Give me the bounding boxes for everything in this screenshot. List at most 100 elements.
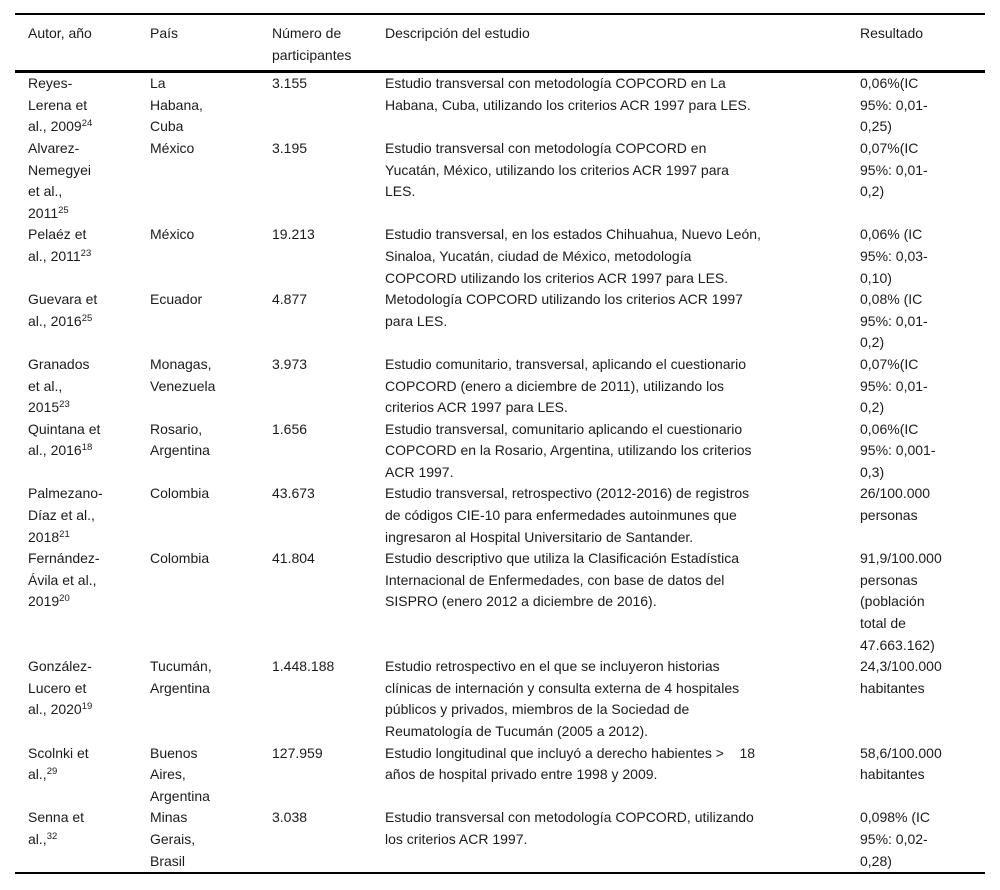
participants-cell: 3.038 [272, 807, 385, 873]
reference-superscript: 21 [59, 528, 70, 540]
author-cell: Quintana et al., 201618 [15, 419, 150, 484]
result-cell: 0,06%(IC 95%: 0,01- 0,25) [860, 72, 985, 138]
column-header-label: País [150, 25, 179, 41]
author-text: Alvarez- Nemegyei et al., 2011 [28, 139, 92, 221]
participants-cell: 41.804 [272, 548, 385, 656]
country-text: Buenos Aires, Argentina [150, 744, 210, 804]
column-header-autor-ano: Autor, año [15, 14, 150, 74]
participants-text: 3.155 [272, 75, 308, 92]
participants-text: 3.195 [272, 139, 308, 156]
result-cell: 0,098% (IC 95%: 0,02- 0,28) [860, 807, 985, 873]
result-cell: 91,9/100.000 personas (población total d… [860, 548, 985, 656]
country-text: México [150, 139, 195, 156]
author-text: Scolnki et al., [28, 744, 89, 783]
participants-text: 3.973 [272, 355, 308, 372]
country-cell: Tucumán, Argentina [150, 656, 272, 742]
author-text: Quintana et al., 2016 [28, 420, 101, 459]
result-cell: 0,06%(IC 95%: 0,001- 0,3) [860, 419, 985, 484]
participants-cell: 1.448.188 [272, 656, 385, 742]
result-text: 0,07%(IC 95%: 0,01- 0,2) [860, 355, 928, 416]
participants-text: 41.804 [272, 550, 315, 567]
table-row: González- Lucero et al., 202019 Tucumán, … [15, 656, 985, 742]
reference-superscript: 25 [81, 312, 93, 324]
result-text: 91,9/100.000 personas (población total d… [860, 550, 942, 653]
participants-cell: 127.959 [272, 743, 385, 808]
author-cell: Pelaéz et al., 201123 [15, 224, 150, 289]
author-cell: Fernández- Ávila et al., 201920 [15, 548, 150, 656]
author-text: González- Lucero et al., 2020 [28, 658, 92, 718]
reference-superscript: 25 [58, 204, 69, 216]
country-text: Colombia [150, 485, 210, 502]
result-cell: 0,07%(IC 95%: 0,01- 0,2) [860, 354, 985, 419]
reference-superscript: 20 [59, 593, 70, 605]
description-text: Estudio transversal con metodología COPC… [385, 75, 751, 113]
author-cell: Scolnki et al.,29 [15, 743, 150, 808]
participants-text: 1.656 [272, 420, 308, 437]
table-row: Reyes- Lerena et al., 200924 La Habana, C… [15, 72, 985, 138]
result-cell: 58,6/100.000 habitantes [860, 743, 985, 808]
column-header-pais: País [150, 14, 272, 74]
description-cell: Estudio retrospectivo en el que se inclu… [385, 656, 860, 742]
column-header-descripcion: Descripción del estudio [385, 14, 860, 74]
description-text: Estudio transversal, en los estados Chih… [385, 226, 761, 286]
table-row: Palmezano- Díaz et al., 201821 Colombia 43… [15, 483, 985, 548]
description-text: Metodología COPCORD utilizando los crite… [385, 291, 743, 329]
reference-superscript: 23 [59, 399, 70, 411]
author-text: Senna et al., [28, 809, 85, 847]
result-cell: 0,07%(IC 95%: 0,01- 0,2) [860, 138, 985, 224]
description-text: Estudio transversal con metodología COPC… [385, 139, 729, 200]
table-row: Senna et al.,32 Minas Gerais, Brasil 3.038… [15, 807, 985, 873]
studies-table: Autor, año País Número de participantes … [15, 13, 985, 875]
participants-cell: 4.877 [272, 289, 385, 354]
table-row: Alvarez- Nemegyei et al., 201125 México 3.… [15, 138, 985, 224]
country-text: Minas Gerais, Brasil [150, 809, 196, 869]
author-cell: Reyes- Lerena et al., 200924 [15, 72, 150, 138]
result-text: 58,6/100.000 habitantes [860, 744, 942, 783]
description-cell: Estudio descriptivo que utiliza la Clasi… [385, 548, 860, 656]
country-text: Colombia [150, 550, 210, 567]
column-header-label: Número de participantes [272, 25, 352, 63]
description-text: Estudio longitudinal que incluyó a derec… [385, 744, 756, 783]
country-cell: México [150, 138, 272, 224]
country-text: México [150, 226, 195, 243]
description-cell: Estudio transversal, comunitario aplican… [385, 419, 860, 484]
description-cell: Metodología COPCORD utilizando los crite… [385, 289, 860, 354]
reference-superscript: 19 [81, 701, 93, 713]
country-text: Rosario, Argentina [150, 420, 210, 459]
country-cell: México [150, 224, 272, 289]
result-text: 0,06%(IC 95%: 0,001- 0,3) [860, 420, 936, 480]
author-cell: González- Lucero et al., 202019 [15, 656, 150, 742]
country-cell: Colombia [150, 483, 272, 548]
description-cell: Estudio transversal, en los estados Chih… [385, 224, 860, 289]
author-text: Granados et al., 2015 [28, 355, 90, 416]
column-header-numero-participantes: Número de participantes [272, 14, 385, 74]
author-cell: Senna et al.,32 [15, 807, 150, 873]
country-text: Ecuador [150, 291, 203, 308]
column-header-label: Descripción del estudio [385, 25, 530, 41]
country-text: Tucumán, Argentina [150, 658, 212, 696]
participants-cell: 3.195 [272, 138, 385, 224]
table-row: Pelaéz et al., 201123 México 19.213 Estudio… [15, 224, 985, 289]
country-cell: Monagas, Venezuela [150, 354, 272, 419]
description-cell: Estudio comunitario, transversal, aplica… [385, 354, 860, 419]
author-cell: Palmezano- Díaz et al., 201821 [15, 483, 150, 548]
country-text: La Habana, Cuba [150, 75, 203, 135]
result-text: 0,098% (IC 95%: 0,02- 0,28) [860, 809, 931, 869]
result-text: 26/100.000 personas [860, 485, 931, 524]
table-row: Granados et al., 201523 Monagas, Venezuel… [15, 354, 985, 419]
reference-superscript: 32 [46, 830, 58, 842]
author-cell: Alvarez- Nemegyei et al., 201125 [15, 138, 150, 224]
author-text: Fernández- Ávila et al., 2019 [28, 550, 100, 610]
author-cell: Guevara et al., 201625 [15, 289, 150, 354]
description-cell: Estudio transversal con metodología COPC… [385, 807, 860, 873]
description-cell: Estudio longitudinal que incluyó a derec… [385, 743, 860, 808]
participants-cell: 1.656 [272, 419, 385, 484]
table-header: Autor, año País Número de participantes … [15, 14, 985, 74]
author-text: Guevara et al., 2016 [28, 291, 98, 329]
result-text: 0,06%(IC 95%: 0,01- 0,25) [860, 75, 928, 135]
country-text: Monagas, Venezuela [150, 355, 216, 394]
table-row: Scolnki et al.,29 Buenos Aires, Argentina… [15, 743, 985, 808]
participants-text: 43.673 [272, 485, 315, 502]
result-text: 0,08% (IC 95%: 0,01- 0,2) [860, 291, 928, 351]
reference-superscript: 24 [81, 118, 93, 130]
